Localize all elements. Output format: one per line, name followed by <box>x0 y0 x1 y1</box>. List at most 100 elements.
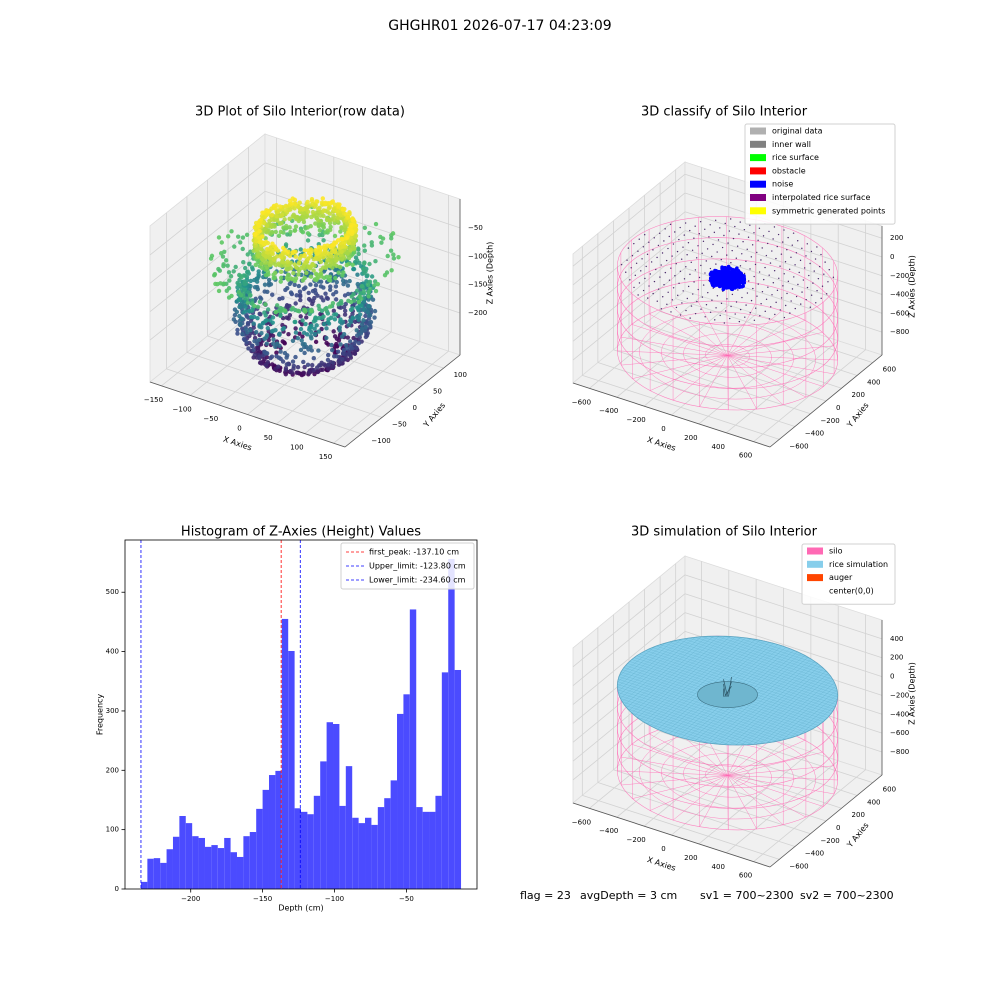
tick-label: −150 <box>468 281 487 289</box>
surface-dot <box>810 250 813 253</box>
noise-point <box>731 283 736 288</box>
point <box>357 312 363 317</box>
point <box>329 347 335 353</box>
surface-dot <box>656 256 658 259</box>
rice-mesh <box>753 679 833 745</box>
rice-mesh <box>689 637 836 686</box>
surface-dot <box>809 306 812 308</box>
tick-label: −400 <box>890 291 909 299</box>
legend-label: silo <box>829 547 843 556</box>
point <box>273 206 278 211</box>
surface-dot <box>637 294 639 296</box>
point <box>372 279 378 284</box>
point <box>352 351 358 356</box>
legend-label: interpolated rice surface <box>772 193 870 202</box>
point <box>348 299 354 305</box>
surface-dot <box>736 245 739 247</box>
point <box>302 364 307 370</box>
point <box>286 249 291 254</box>
point <box>287 303 292 309</box>
tick-label: −200 <box>627 416 646 424</box>
silo-wire <box>683 753 772 798</box>
point <box>268 282 274 287</box>
figure-title: GHGHR01 2026-07-17 04:23:09 <box>388 18 611 34</box>
bar <box>153 858 161 889</box>
legend-label: symmetric generated points <box>772 206 885 215</box>
point <box>316 315 322 321</box>
grid-line <box>572 267 686 361</box>
silo-wire <box>661 322 794 389</box>
surface-dot <box>709 311 712 314</box>
surface-dot <box>808 274 810 277</box>
surface-dot <box>734 225 736 228</box>
point <box>312 332 318 337</box>
point <box>294 216 299 222</box>
point <box>298 247 303 252</box>
point <box>224 288 229 293</box>
bar <box>448 558 455 889</box>
point <box>329 342 334 348</box>
tick-label: −600 <box>572 818 591 826</box>
noise-point <box>716 274 721 278</box>
point <box>356 340 362 346</box>
surface-dot <box>756 295 758 297</box>
surface-dot <box>674 275 676 277</box>
tick-label: 0 <box>890 253 894 261</box>
surface-dot <box>726 254 728 256</box>
chart-title: 3D simulation of Silo Interior <box>631 525 818 540</box>
point <box>229 229 234 234</box>
point <box>279 220 284 226</box>
silo-wire <box>672 355 728 401</box>
surface-dot <box>765 298 768 300</box>
noise-point <box>712 284 716 288</box>
point <box>366 297 371 302</box>
point <box>257 240 262 245</box>
silo-wire <box>617 770 728 776</box>
rice-mesh <box>799 704 837 735</box>
point <box>278 229 284 235</box>
legend-swatch <box>750 127 766 135</box>
noise-point <box>714 280 719 284</box>
point <box>334 279 339 285</box>
axis-label: Z Axies (Depth) <box>908 255 917 318</box>
silo-wire <box>727 355 807 398</box>
surface-dot <box>670 267 672 269</box>
point <box>263 254 268 259</box>
point <box>313 255 319 260</box>
point <box>313 290 318 296</box>
surface-dot <box>682 290 684 292</box>
surface-dot <box>750 299 753 302</box>
noise-point <box>738 273 743 277</box>
point <box>347 278 352 284</box>
point <box>361 318 366 323</box>
surface-dot <box>675 306 678 309</box>
bar <box>403 694 410 889</box>
point <box>325 251 331 256</box>
surface-dot <box>828 269 830 271</box>
point <box>275 254 280 259</box>
plot-3d: 3D classify of Silo Interior −600 −400 −200… <box>572 105 917 460</box>
point <box>349 231 355 237</box>
point <box>314 199 319 204</box>
point <box>345 335 351 340</box>
point <box>369 274 375 279</box>
point <box>341 332 347 337</box>
surface-dot <box>667 291 669 293</box>
point <box>353 234 358 240</box>
surface-dot <box>682 246 684 248</box>
point <box>229 293 234 299</box>
point <box>242 287 247 293</box>
surface-dot <box>638 238 640 240</box>
legend-label: rice simulation <box>829 560 888 569</box>
bar <box>262 789 269 889</box>
surface-dot <box>689 273 691 276</box>
noise-point <box>729 270 734 275</box>
point <box>225 263 230 268</box>
point <box>282 248 288 253</box>
surface-dot <box>781 241 784 243</box>
point <box>252 303 257 309</box>
point <box>326 317 331 322</box>
point <box>350 262 355 268</box>
point <box>293 354 298 360</box>
